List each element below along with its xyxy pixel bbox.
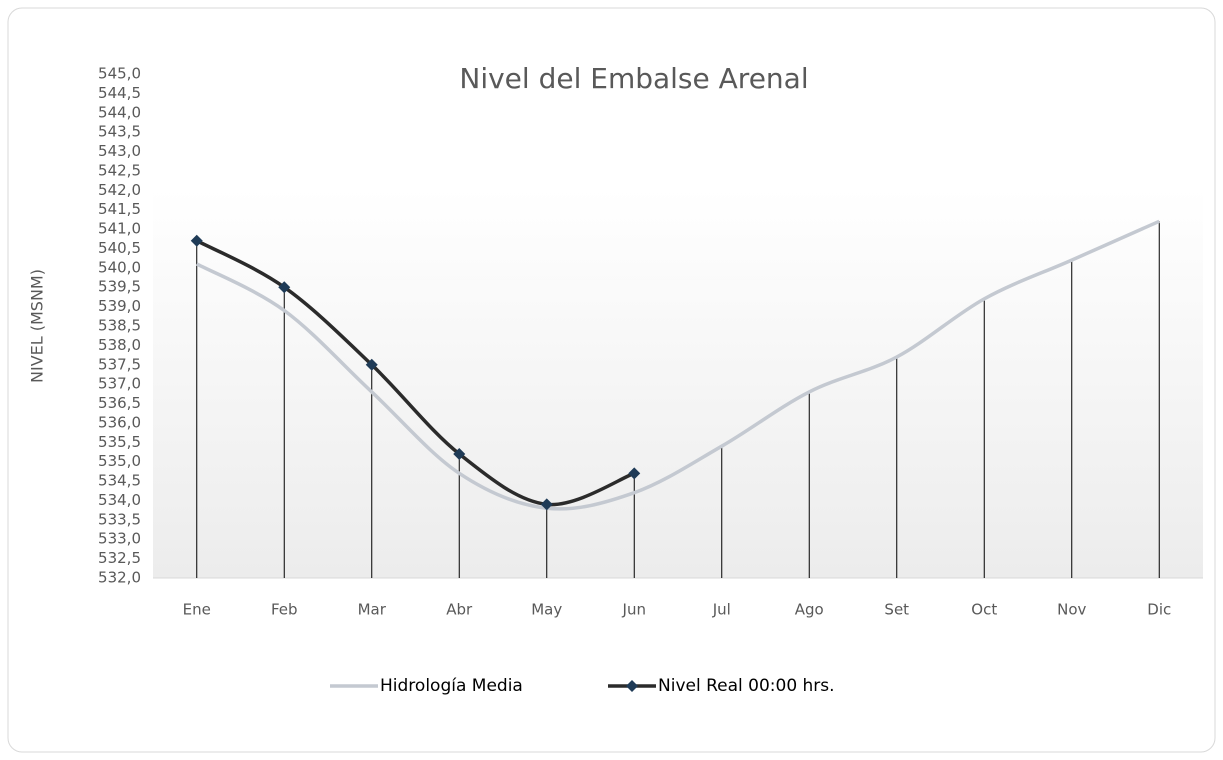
y-tick-label: 534,5 <box>98 472 141 490</box>
point-marker <box>365 358 378 371</box>
x-tick-label: Dic <box>1147 601 1171 619</box>
chart-title: Nivel del Embalse Arenal <box>459 62 808 95</box>
legend-marker <box>626 680 638 692</box>
y-tick-label: 543,5 <box>98 123 141 141</box>
y-tick-label: 532,5 <box>98 549 141 567</box>
point-marker <box>540 498 553 511</box>
y-tick-label: 533,0 <box>98 530 141 548</box>
x-tick-label: Mar <box>358 601 387 619</box>
y-tick-label: 540,0 <box>98 258 141 276</box>
x-tick-label: Jun <box>622 601 646 619</box>
y-tick-label: 539,0 <box>98 297 141 315</box>
x-tick-label: Abr <box>446 601 473 619</box>
x-tick-label: Nov <box>1057 601 1086 619</box>
x-tick-label: Jul <box>712 601 731 619</box>
y-tick-label: 543,0 <box>98 142 141 160</box>
y-tick-label: 542,5 <box>98 161 141 179</box>
y-tick-label: 532,0 <box>98 569 141 587</box>
x-tick-label: May <box>531 601 562 619</box>
y-tick-label: 538,0 <box>98 336 141 354</box>
point-marker <box>453 447 466 460</box>
y-axis-label: NIVEL (MSNM) <box>28 269 47 383</box>
y-tick-label: 537,5 <box>98 355 141 373</box>
y-tick-label: 533,5 <box>98 510 141 528</box>
y-tick-label: 541,0 <box>98 220 141 238</box>
x-tick-label: Oct <box>971 601 997 619</box>
series-line <box>195 219 1160 511</box>
y-tick-label: 535,0 <box>98 452 141 470</box>
y-tick-label: 544,5 <box>98 84 141 102</box>
point-marker <box>278 281 291 294</box>
y-tick-label: 540,5 <box>98 239 141 257</box>
x-tick-label: Ene <box>183 601 211 619</box>
y-tick-label: 537,0 <box>98 375 141 393</box>
y-tick-label: 538,5 <box>98 317 141 335</box>
legend-label: Nivel Real 00:00 hrs. <box>658 676 835 696</box>
y-tick-label: 536,0 <box>98 413 141 431</box>
legend-label: Hidrología Media <box>380 676 523 696</box>
y-tick-label: 542,0 <box>98 181 141 199</box>
x-tick-label: Feb <box>271 601 298 619</box>
y-tick-label: 541,5 <box>98 200 141 218</box>
y-tick-label: 539,5 <box>98 278 141 296</box>
point-marker <box>628 467 641 480</box>
y-tick-label: 534,0 <box>98 491 141 509</box>
y-tick-label: 536,5 <box>98 394 141 412</box>
x-tick-label: Ago <box>795 601 824 619</box>
y-tick-label: 544,0 <box>98 103 141 121</box>
point-marker <box>190 234 203 247</box>
x-tick-label: Set <box>884 601 909 619</box>
y-tick-label: 545,0 <box>98 65 141 83</box>
plot-area <box>153 188 1203 578</box>
y-tick-label: 535,5 <box>98 433 141 451</box>
